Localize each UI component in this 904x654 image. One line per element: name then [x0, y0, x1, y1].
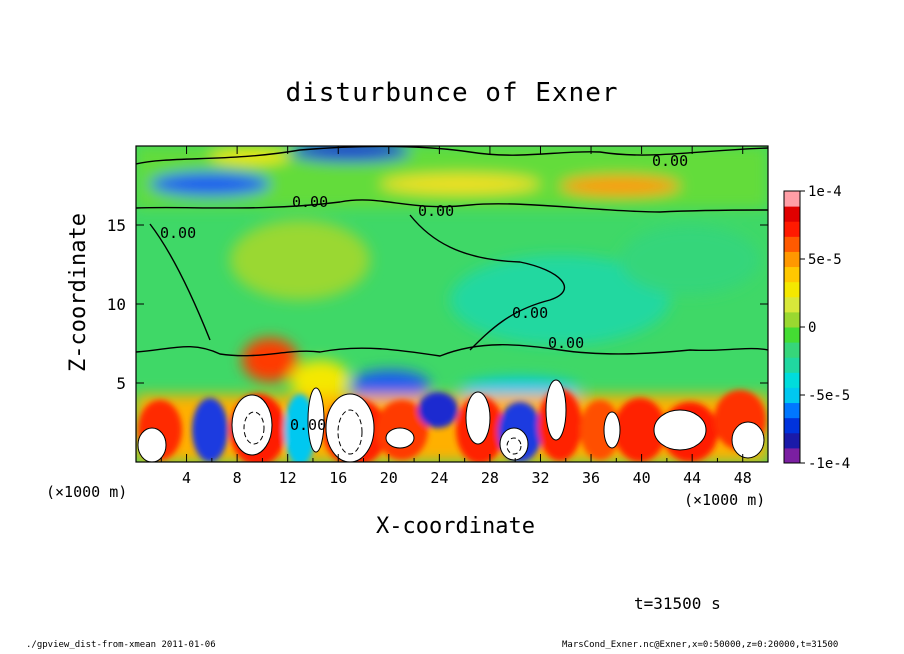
- y-tick-label: 10: [107, 295, 126, 314]
- heatmap-field: [136, 146, 768, 462]
- contour-label: 0.00: [548, 334, 584, 352]
- colorbar: 1e-4 5e-5 0 -5e-5 -1e-4: [783, 184, 850, 472]
- x-tick-label: 20: [380, 469, 398, 487]
- y-tick-label: 5: [116, 374, 126, 393]
- colorbar-swatch: [784, 191, 800, 207]
- colorbar-swatch: [784, 266, 800, 283]
- colorbar-swatch: [784, 432, 800, 449]
- colorbar-swatch: [784, 251, 800, 268]
- x-tick-label: 16: [329, 469, 347, 487]
- colorbar-swatch: [784, 342, 800, 358]
- contour-label: 0.00: [292, 193, 328, 211]
- x-tick-label: 36: [582, 469, 600, 487]
- x-axis: 4 8 12 16 20 24 28 32 36 40 44 48: [160, 146, 752, 487]
- contour-label: 0.00: [512, 304, 548, 322]
- colorbar-swatch: [784, 206, 800, 222]
- x-tick-label: 40: [633, 469, 651, 487]
- chart-title: disturbunce of Exner: [285, 78, 619, 108]
- colorbar-tick-label: -1e-4: [808, 456, 850, 472]
- contour-labels: 0.000.00 0.000.000.000.000.00: [160, 152, 688, 434]
- y-axis-label: Z-coordinate: [66, 213, 91, 372]
- contour-label: 0.00: [418, 202, 454, 220]
- colorbar-swatch: [784, 417, 800, 434]
- footer-left-text: ./gpview_dist-from-xmean 2011-01-06: [26, 640, 216, 650]
- contour-label: 0.00: [160, 224, 196, 242]
- x-tick-label: 48: [734, 469, 752, 487]
- colorbar-swatch: [784, 296, 800, 313]
- colorbar-tick-label: -5e-5: [808, 388, 850, 404]
- x-unit-label-left: (×1000 m): [46, 483, 128, 501]
- x-tick-label: 32: [531, 469, 549, 487]
- contour-label: 0.00: [290, 416, 326, 434]
- x-tick-label: 24: [430, 469, 448, 487]
- x-tick-label: 12: [279, 469, 297, 487]
- colorbar-swatch: [784, 327, 800, 343]
- y-axis: 5 10 15: [107, 216, 768, 393]
- time-label: t=31500 s: [634, 594, 721, 613]
- colorbar-swatch: [784, 236, 800, 252]
- colorbar-swatch: [784, 387, 800, 404]
- footer-right-text: MarsCond_Exner.nc@Exner,x=0:50000,z=0:20…: [562, 640, 839, 650]
- x-unit-label-right: (×1000 m): [684, 491, 766, 509]
- x-axis-label: X-coordinate: [376, 514, 535, 539]
- colorbar-swatch: [784, 447, 800, 464]
- y-tick-label: 15: [107, 216, 126, 235]
- x-tick-label: 28: [481, 469, 499, 487]
- colorbar-swatch: [784, 357, 800, 373]
- x-tick-label: 4: [182, 469, 191, 487]
- x-tick-label: 8: [233, 469, 242, 487]
- colorbar-swatch: [784, 372, 800, 388]
- colorbar-tick-label: 1e-4: [808, 184, 842, 200]
- colorbar-swatch: [784, 311, 800, 328]
- contour-label: 0.00: [652, 152, 688, 170]
- colorbar-swatch: [784, 281, 800, 298]
- colorbar-swatch: [784, 221, 800, 237]
- colorbar-tick-label: 0: [808, 320, 816, 336]
- colorbar-tick-label: 5e-5: [808, 252, 842, 268]
- colorbar-swatch: [784, 402, 800, 419]
- x-tick-label: 44: [683, 469, 701, 487]
